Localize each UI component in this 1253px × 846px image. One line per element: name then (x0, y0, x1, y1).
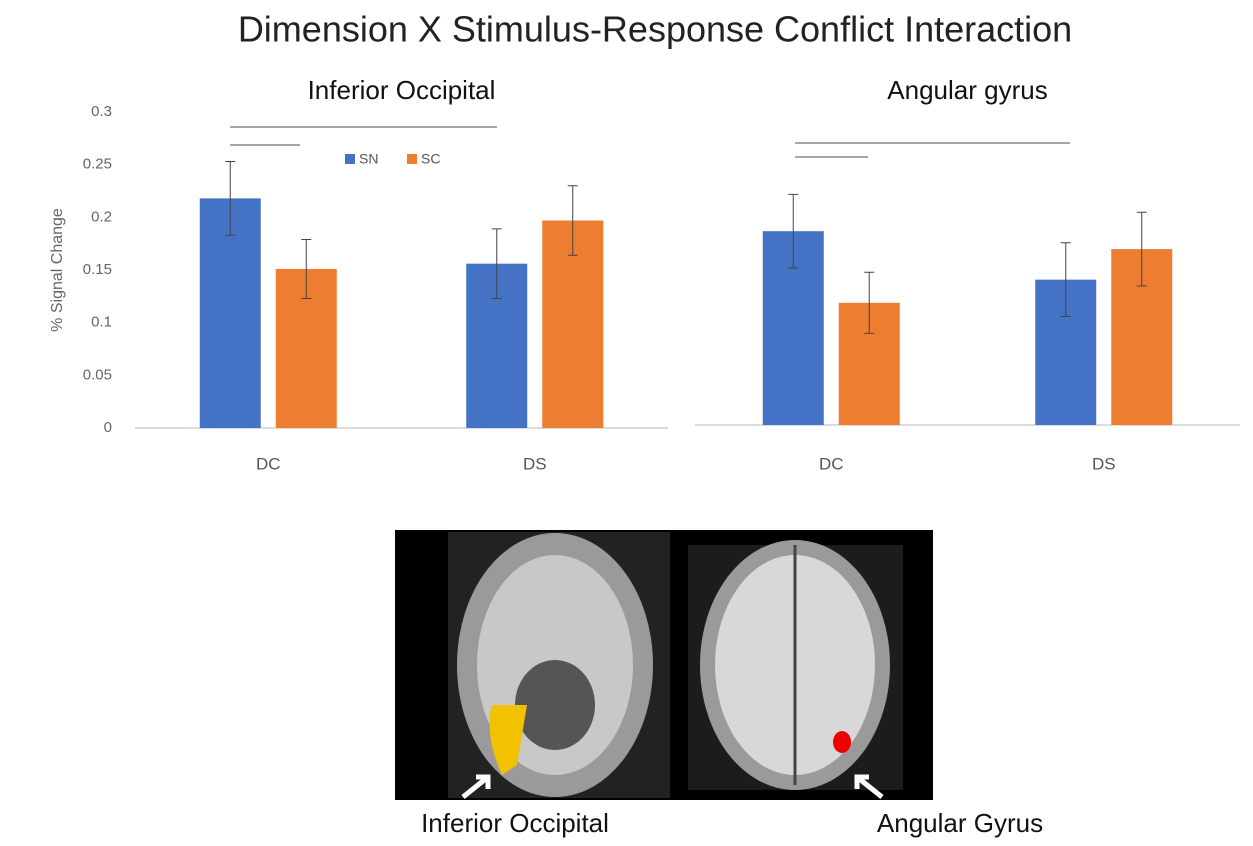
legend-swatch (345, 154, 355, 164)
x-tick-label: DS (523, 454, 547, 473)
x-tick-label: DS (1092, 454, 1116, 473)
y-tick-label: 0.1 (91, 314, 112, 331)
legend-swatch (407, 154, 417, 164)
y-tick-label: 0.25 (83, 156, 112, 173)
figure-title: Dimension X Stimulus-Response Conflict I… (238, 9, 1072, 50)
x-tick-label: DC (256, 454, 281, 473)
activation-blob (833, 731, 851, 753)
image-label: Angular Gyrus (877, 808, 1043, 838)
y-tick-label: 0.05 (83, 366, 112, 383)
chart-title: Inferior Occipital (308, 75, 496, 105)
y-tick-label: 0.3 (91, 103, 112, 120)
legend-label: SN (359, 151, 378, 167)
y-tick-label: 0 (104, 419, 112, 436)
chart-title: Angular gyrus (887, 75, 1047, 105)
page: Dimension X Stimulus-Response Conflict I… (0, 0, 1253, 841)
y-tick-label: 0.2 (91, 208, 112, 225)
y-tick-label: 0.15 (83, 261, 112, 278)
image-label: Inferior Occipital (421, 808, 609, 838)
figure: Dimension X Stimulus-Response Conflict I… (0, 0, 1253, 841)
legend-label: SC (421, 151, 440, 167)
y-axis-label: % Signal Change (49, 208, 66, 332)
brain-panel: Inferior Occipital Angular Gyrus (395, 530, 1043, 838)
x-tick-label: DC (819, 454, 844, 473)
